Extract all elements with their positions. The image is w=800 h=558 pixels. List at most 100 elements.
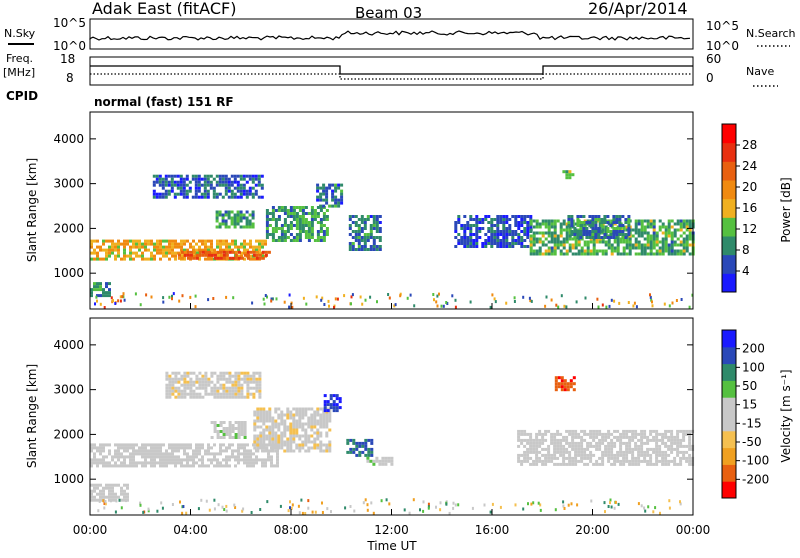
heatmap-cell [679,222,683,226]
heatmap-cell [171,251,174,255]
heatmap-cell [370,447,374,451]
heatmap-cell [267,458,270,462]
heatmap-cell [375,245,379,248]
heatmap-cell [265,437,269,441]
heatmap-cell [583,447,587,451]
heatmap-cell [655,252,659,256]
heatmap-cell [120,443,123,447]
heatmap-cell [649,447,653,451]
heatmap-cell [304,437,308,441]
heatmap-cell [457,233,461,236]
heatmap-cell [640,234,644,238]
heatmap-cell [227,177,231,181]
heatmap-cell [634,237,638,241]
heatmap-cell [141,242,144,246]
heatmap-cell [646,231,650,235]
heatmap-cell [144,458,147,462]
heatmap-cell [618,227,622,230]
heatmap-cell [257,174,261,178]
heatmap-cell [487,215,491,218]
heatmap-cell [673,447,677,451]
heatmap-cell [249,386,253,390]
heatmap-cell [529,249,533,253]
heatmap-cell [649,240,653,244]
heatmap-cell [679,240,683,244]
heatmap-cell [243,443,246,447]
heatmap-cell [664,462,668,466]
heatmap-cell [553,252,557,256]
heatmap-cell [469,236,473,239]
heatmap-cell [628,441,632,445]
heatmap-cell [150,443,153,447]
heatmap-cell [348,233,352,236]
heatmap-cell [256,446,260,450]
heatmap-cell [234,371,238,375]
heatmap-cell [328,204,332,208]
heatmap-cell [93,458,96,462]
heatmap-cell [601,438,605,442]
heatmap-cell [102,464,105,468]
heatmap-cell [685,459,689,463]
heatmap-cell [538,456,542,460]
heatmap-cell [183,449,186,453]
heatmap-cell [526,456,530,460]
heatmap-cell [243,377,247,381]
heatmap-cell [206,180,210,184]
heatmap-cell [271,437,275,441]
heatmap-cell [556,240,560,244]
heatmap-cell [123,254,126,258]
colorbar-tick-label: -15 [742,416,762,430]
heatmap-cell [360,227,364,230]
heatmap-cell [234,250,238,254]
heatmap-cell [289,434,293,438]
heatmap-cell [313,215,317,218]
heatmap-cell [633,301,636,305]
heatmap-cell [457,221,461,224]
heatmap-cell [348,218,352,221]
heatmap-cell [310,407,314,411]
heatmap-cell [505,230,509,233]
heatmap-cell [667,438,671,442]
heatmap-cell [198,458,201,462]
heatmap-cell [195,251,198,255]
heatmap-cell [591,218,595,221]
heatmap-cell [307,499,310,503]
heatmap-cell [334,198,338,202]
heatmap-cell [246,449,249,453]
heatmap-cell [316,413,320,417]
heatmap-cell [216,430,220,433]
heatmap-cell [329,403,333,407]
heatmap-cell [622,453,626,457]
heatmap-cell [195,449,198,453]
heatmap-cell [490,230,494,233]
heatmap-cell [550,459,554,463]
heatmap-cell [158,195,162,199]
heatmap-cell [301,224,305,227]
heatmap-cell [210,436,214,439]
heatmap-cell [667,243,671,247]
heatmap-cell [535,444,539,448]
heatmap-cell [562,456,566,460]
heatmap-cell [609,498,612,502]
heatmap-cell [176,192,180,196]
heatmap-cell [219,248,222,252]
heatmap-cell [301,443,305,447]
heatmap-cell [258,248,261,252]
heatmap-cell [550,453,554,457]
heatmap-cell [153,458,156,462]
heatmap-cell [255,377,259,381]
heatmap-cell [369,248,373,251]
heatmap-cell [622,240,626,244]
heatmap-cell [682,456,686,460]
heatmap-cell [553,237,557,241]
heatmap-cell [643,219,647,223]
heatmap-cell [234,427,238,430]
heatmap-cell [168,239,171,243]
heatmap-cell [583,450,587,454]
heatmap-cell [256,434,260,438]
heatmap-cell [165,377,169,381]
heatmap-cell [412,498,415,502]
heatmap-cell [586,243,590,247]
heatmap-cell [597,233,601,236]
heatmap-cell [618,230,622,233]
